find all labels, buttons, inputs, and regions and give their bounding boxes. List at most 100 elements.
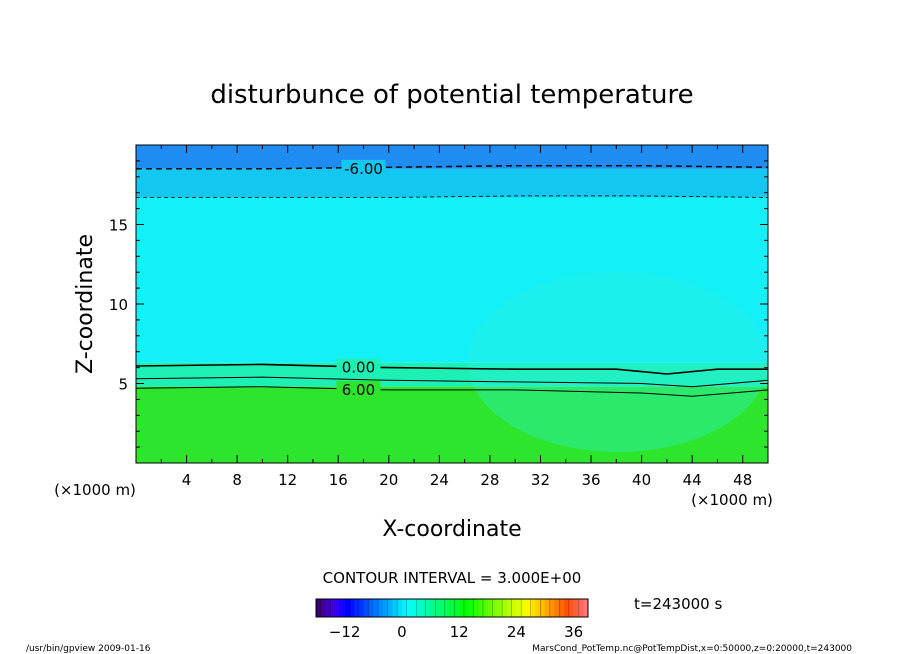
colorbar-cell (511, 599, 517, 617)
colorbar-tick-label-4: 36 (564, 623, 583, 641)
contour-interval-text: CONTOUR INTERVAL = 3.000E+00 (323, 569, 582, 587)
contour-lines: -6.00 0.00 6.00 (136, 159, 768, 399)
x-tick-label-3: 16 (329, 471, 348, 489)
colorbar-cell (540, 599, 546, 617)
colorbar-cell (425, 599, 431, 617)
y-axis-ticks: 5 10 15 (109, 160, 768, 448)
colorbar-cell (459, 599, 465, 617)
contour-label-0: -6.00 (344, 160, 383, 178)
y-tick-label-0: 5 (118, 376, 128, 394)
contour-label-4: 6.00 (342, 381, 375, 399)
colorbar-cell (568, 599, 574, 617)
footer-right: MarsCond_PotTemp.nc@PotTempDist,x=0:5000… (532, 644, 852, 654)
colorbar-cell (354, 599, 360, 617)
colorbar-cell (411, 599, 417, 617)
colorbar-cell (525, 599, 532, 617)
x-tick-label-7: 32 (531, 471, 550, 489)
x-unit-label-right: (×1000 m) (691, 491, 773, 509)
y-tick-label-2: 15 (109, 217, 128, 235)
contour-line-2 (136, 363, 768, 375)
x-unit-label-left: (×1000 m) (54, 481, 136, 499)
colorbar-cell (397, 599, 403, 617)
colorbar-cell (554, 599, 560, 617)
colorbar-cell (444, 599, 450, 617)
colorbar-cell (406, 599, 412, 617)
colorbar-cell (325, 599, 331, 617)
colorbar-cell (492, 599, 498, 617)
colorbar-cell (316, 599, 322, 617)
x-tick-label-11: 48 (733, 471, 752, 489)
y-axis-label: Z-coordinate (73, 234, 98, 374)
colorbar-cell (378, 599, 384, 617)
colorbar-cell (416, 599, 422, 617)
x-tick-label-5: 24 (430, 471, 449, 489)
colorbar-cell (516, 599, 522, 617)
colorbar-cell (320, 599, 326, 617)
contour-line-0 (136, 165, 768, 170)
colorbar-cell (454, 599, 460, 617)
colorbar-cell (401, 599, 407, 617)
x-tick-label-9: 40 (632, 471, 651, 489)
colorbar-cell (335, 599, 341, 617)
colorbar-cell (449, 599, 455, 617)
contour-line-4 (136, 386, 768, 397)
fill-band-1 (136, 168, 768, 198)
colorbar-cell (363, 599, 369, 617)
x-tick-label-1: 8 (232, 471, 242, 489)
x-tick-label-0: 4 (182, 471, 192, 489)
chart-title: disturbunce of potential temperature (210, 80, 693, 110)
colorbar-cell (382, 599, 388, 617)
colorbar-tick-labels: −12 0 12 24 36 (329, 623, 583, 641)
colorbar-cell (392, 599, 398, 617)
colorbar-cell (487, 599, 493, 617)
plot-area: -6.00 0.00 6.00 (136, 145, 768, 463)
fill-band-4 (136, 386, 768, 463)
x-tick-label-6: 28 (480, 471, 499, 489)
colorbar-cell (578, 599, 584, 617)
colorbar-cell (549, 599, 555, 617)
colorbar-cell (468, 599, 474, 617)
contour-label-bg-4 (336, 380, 381, 397)
colorbar-cell (373, 599, 379, 617)
colorbar-cell (339, 599, 345, 617)
colorbar-cell (506, 599, 512, 617)
colorbar-cell (387, 599, 393, 617)
colorbar-tick-label-0: −12 (329, 623, 361, 641)
x-tick-label-2: 12 (278, 471, 297, 489)
colorbar-cell (349, 599, 355, 617)
contour-line-1 (136, 195, 768, 198)
contour-label-bg-2 (336, 358, 381, 375)
x-axis-ticks: 4 8 12 16 20 24 28 32 36 40 44 48 (160, 145, 752, 489)
colorbar (316, 599, 589, 617)
contour-line-3 (136, 376, 768, 388)
x-tick-label-8: 36 (581, 471, 600, 489)
colorbar-frame (315, 598, 589, 618)
colorbar-tick-label-2: 12 (450, 623, 469, 641)
colorbar-cell (530, 599, 536, 617)
fill-band-2 (136, 197, 768, 363)
colorbar-cell (368, 599, 374, 617)
colorbar-cell (435, 599, 441, 617)
colorbar-cell (497, 599, 503, 617)
colorbar-cell (358, 599, 365, 617)
colorbar-cell (430, 599, 436, 617)
colorbar-tick-label-3: 24 (507, 623, 526, 641)
colorbar-cell (473, 599, 479, 617)
fill-band-0 (136, 145, 768, 169)
colorbar-cell (483, 599, 489, 617)
colorbar-cell (502, 599, 508, 617)
colorbar-cell (545, 599, 551, 617)
colorbar-cell (478, 599, 484, 617)
colorbar-cell (330, 599, 336, 617)
x-axis-label: X-coordinate (382, 517, 521, 542)
colorbar-cell (344, 599, 350, 617)
colorbar-tick-label-1: 0 (397, 623, 407, 641)
time-label: t=243000 s (634, 595, 722, 613)
y-tick-label-1: 10 (109, 296, 128, 314)
colorbar-cell (420, 599, 427, 617)
footer-left: /usr/bin/gpview 2009-01-16 (26, 644, 151, 654)
colorbar-cell (559, 599, 565, 617)
colorbar-cell (583, 599, 589, 617)
colorbar-cell (535, 599, 541, 617)
colorbar-cell (521, 599, 527, 617)
